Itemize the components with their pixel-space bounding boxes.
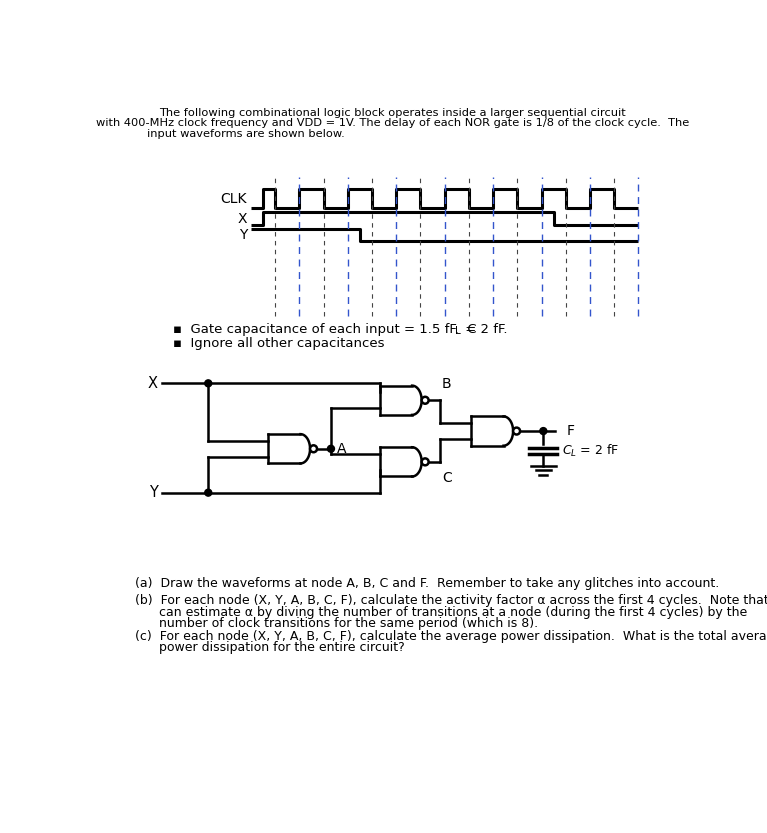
Circle shape (540, 427, 547, 435)
Text: number of clock transitions for the same period (which is 8).: number of clock transitions for the same… (135, 617, 538, 631)
Text: power dissipation for the entire circuit?: power dissipation for the entire circuit… (135, 641, 404, 654)
Text: with 400-MHz clock frequency and VDD = 1V. The delay of each NOR gate is 1/8 of : with 400-MHz clock frequency and VDD = 1… (96, 118, 690, 128)
Text: (a)  Draw the waveforms at node A, B, C and F.  Remember to take any glitches in: (a) Draw the waveforms at node A, B, C a… (135, 577, 719, 591)
Circle shape (205, 489, 212, 496)
Text: input waveforms are shown below.: input waveforms are shown below. (147, 129, 345, 139)
Text: Y: Y (149, 485, 158, 500)
Circle shape (205, 380, 212, 387)
Text: A: A (337, 441, 347, 456)
Text: ▪  Gate capacitance of each input = 1.5 fF.  C: ▪ Gate capacitance of each input = 1.5 f… (173, 323, 477, 337)
Text: L: L (455, 327, 460, 337)
Circle shape (328, 446, 334, 452)
Text: $C_L$ = 2 fF: $C_L$ = 2 fF (562, 443, 619, 459)
Circle shape (422, 397, 429, 404)
Text: = 2 fF.: = 2 fF. (461, 323, 508, 337)
Text: F: F (567, 424, 574, 438)
Text: B: B (442, 377, 452, 391)
Text: C: C (442, 471, 452, 485)
Text: Y: Y (239, 228, 247, 242)
Text: ▪  Ignore all other capacitances: ▪ Ignore all other capacitances (173, 337, 385, 350)
Text: can estimate α by diving the number of transitions at a node (during the first 4: can estimate α by diving the number of t… (135, 606, 747, 619)
Text: X: X (148, 376, 158, 391)
Circle shape (513, 427, 520, 435)
Circle shape (310, 446, 317, 452)
Text: (b)  For each node (X, Y, A, B, C, F), calculate the activity factor α across th: (b) For each node (X, Y, A, B, C, F), ca… (135, 594, 767, 607)
Text: The following combinational logic block operates inside a larger sequential circ: The following combinational logic block … (160, 107, 626, 117)
Text: X: X (238, 212, 247, 226)
Circle shape (422, 458, 429, 466)
Text: (c)  For each node (X, Y, A, B, C, F), calculate the average power dissipation. : (c) For each node (X, Y, A, B, C, F), ca… (135, 630, 767, 643)
Text: CLK: CLK (220, 192, 247, 206)
